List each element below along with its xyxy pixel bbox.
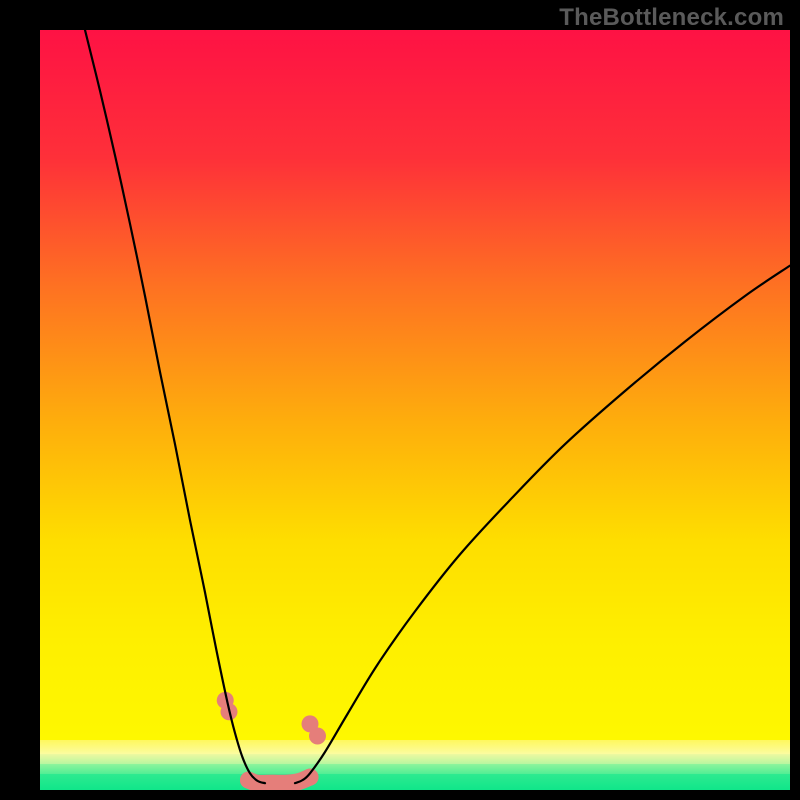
- highlight-marker: [309, 728, 326, 745]
- highlight-marker: [302, 769, 319, 786]
- left-curve: [85, 30, 265, 783]
- watermark-label: TheBottleneck.com: [559, 4, 784, 32]
- right-curve: [295, 266, 790, 784]
- bottleneck-chart: [0, 0, 800, 800]
- highlight-marker: [240, 772, 257, 789]
- chart-frame: TheBottleneck.com: [0, 0, 800, 800]
